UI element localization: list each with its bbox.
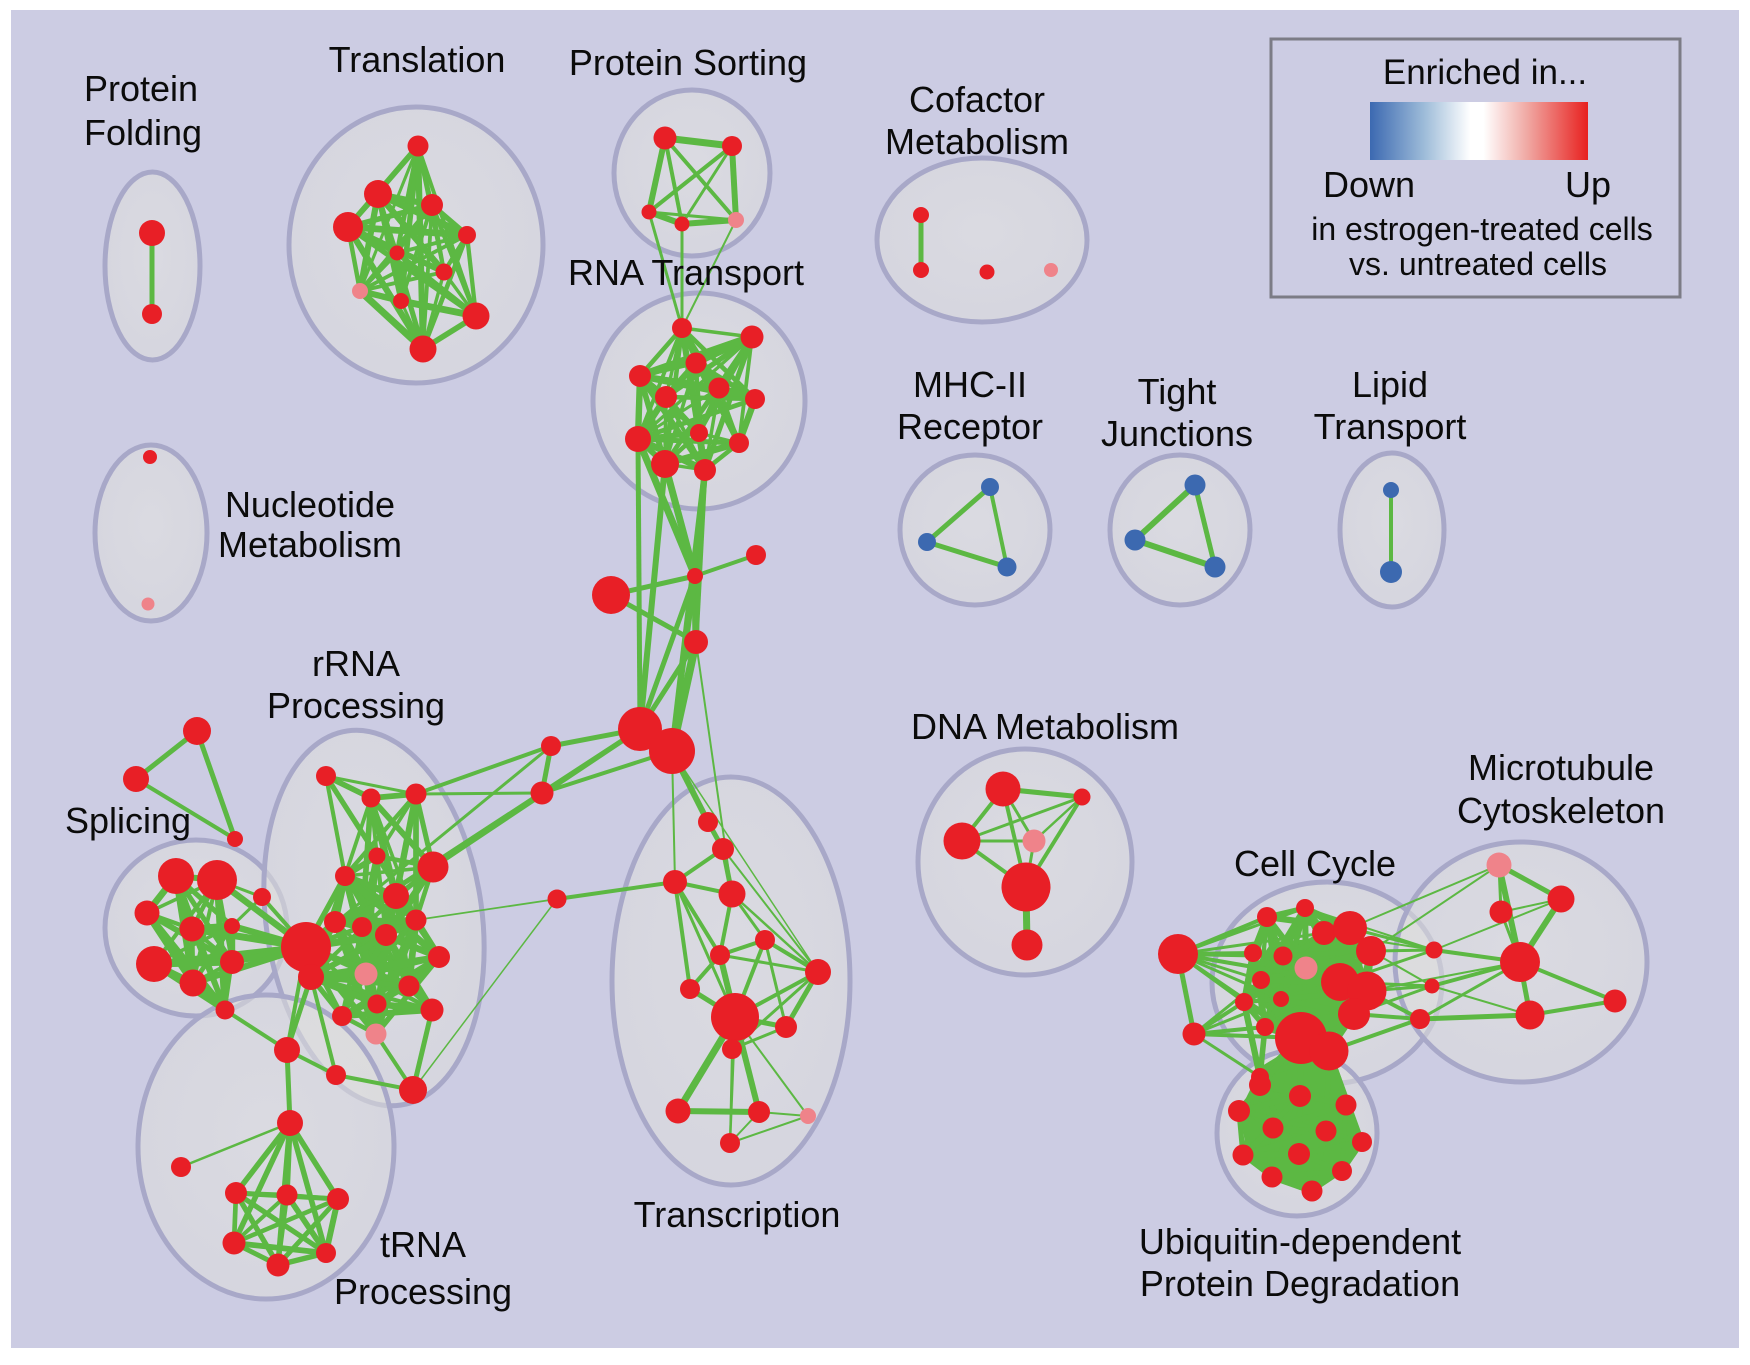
svg-text:Protein: Protein [84, 68, 198, 109]
svg-text:Microtubule: Microtubule [1468, 747, 1654, 788]
svg-text:Down: Down [1323, 164, 1415, 205]
svg-text:Cytoskeleton: Cytoskeleton [1457, 790, 1665, 831]
svg-text:Translation: Translation [329, 39, 506, 80]
svg-text:Junctions: Junctions [1101, 413, 1253, 454]
svg-text:Processing: Processing [334, 1271, 512, 1312]
svg-text:rRNA: rRNA [312, 643, 400, 684]
svg-text:Nucleotide: Nucleotide [225, 484, 395, 525]
svg-text:Splicing: Splicing [65, 800, 191, 841]
svg-text:Processing: Processing [267, 685, 445, 726]
svg-text:DNA Metabolism: DNA Metabolism [911, 706, 1179, 747]
svg-text:MHC-II: MHC-II [913, 364, 1027, 405]
svg-text:Up: Up [1565, 164, 1611, 205]
svg-text:Ubiquitin-dependent: Ubiquitin-dependent [1139, 1221, 1461, 1262]
svg-text:Protein Degradation: Protein Degradation [1140, 1263, 1460, 1304]
svg-text:vs. untreated cells: vs. untreated cells [1349, 246, 1607, 282]
svg-text:in estrogen-treated cells: in estrogen-treated cells [1311, 211, 1653, 247]
svg-text:Protein Sorting: Protein Sorting [569, 42, 807, 83]
svg-text:tRNA: tRNA [380, 1224, 466, 1265]
svg-text:Cofactor: Cofactor [909, 79, 1045, 120]
svg-text:Receptor: Receptor [897, 406, 1043, 447]
svg-text:Folding: Folding [84, 112, 202, 153]
svg-text:Metabolism: Metabolism [885, 121, 1069, 162]
svg-text:RNA Transport: RNA Transport [568, 252, 804, 293]
svg-text:Tight: Tight [1138, 371, 1217, 412]
svg-text:Metabolism: Metabolism [218, 524, 402, 565]
svg-text:Transport: Transport [1314, 406, 1467, 447]
svg-text:Lipid: Lipid [1352, 364, 1428, 405]
svg-text:Enriched in...: Enriched in... [1383, 53, 1587, 92]
svg-text:Transcription: Transcription [634, 1194, 841, 1235]
svg-text:Cell Cycle: Cell Cycle [1234, 843, 1396, 884]
